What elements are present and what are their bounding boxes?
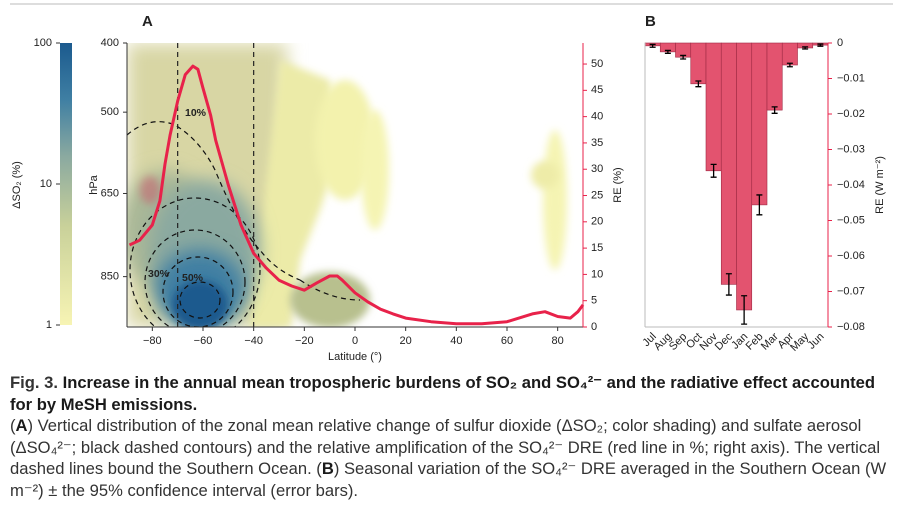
colorbar-label: ΔSO₂ (%) (11, 161, 23, 209)
y2-tick-label: 20 (591, 216, 603, 228)
caption-title: Increase in the annual mean tropospheric… (10, 373, 875, 414)
x-tick-label: −60 (194, 335, 213, 347)
error-bar (649, 43, 656, 48)
y-axis-label: hPa (88, 174, 100, 194)
error-bar (725, 273, 732, 296)
error-bar (664, 49, 671, 54)
error-bar (741, 295, 748, 325)
panel-label: A (142, 13, 153, 30)
y2-tick-label: 5 (591, 295, 597, 307)
x-tick-label: 20 (400, 335, 412, 347)
error-bar (802, 46, 809, 50)
contour-label: 50% (182, 272, 204, 284)
bar (781, 42, 798, 66)
caption-text: A (15, 416, 28, 435)
x-tick-label: Jun (806, 331, 827, 352)
error-bar (786, 62, 793, 68)
bar (751, 42, 768, 206)
y-tick-label: −0.08 (837, 321, 865, 333)
y-tick-label: 650 (101, 187, 119, 199)
y2-tick-label: 45 (591, 84, 603, 96)
error-bar (680, 54, 687, 60)
y2-tick-label: 25 (591, 189, 603, 201)
y2-tick-label: 35 (591, 137, 603, 149)
y2-tick-label: 30 (591, 163, 603, 175)
colorbar (60, 43, 72, 325)
y-tick-label: −0.03 (837, 143, 865, 155)
x-tick-label: −20 (295, 335, 314, 347)
y-tick-label: −0.02 (837, 108, 865, 120)
caption-text: ( (10, 416, 16, 435)
y-tick-label: −0.06 (837, 250, 865, 262)
x-axis-label: Latitude (°) (328, 351, 382, 363)
contour-label: 30% (148, 268, 170, 280)
contour-label: 10% (185, 107, 207, 119)
y-tick-label: −0.04 (837, 179, 865, 191)
x-tick-label: 0 (352, 335, 358, 347)
y-tick-label: 400 (101, 37, 119, 49)
caption-text: ) Seasonal variation of the SO₄²⁻ DRE av… (10, 459, 887, 500)
caption-text: B (321, 459, 334, 478)
colorbar-tick-label: 1 (46, 319, 52, 331)
colorbar-tick-label: 10 (40, 178, 52, 190)
y-tick-label: 0 (837, 37, 843, 49)
bar (705, 42, 722, 172)
y2-tick-label: 10 (591, 268, 603, 280)
y2-tick-label: 40 (591, 111, 603, 123)
panel-label: B (645, 13, 656, 30)
y-tick-label: 500 (101, 106, 119, 118)
y-tick-label: −0.01 (837, 72, 865, 84)
error-bar (771, 106, 778, 114)
error-bar (817, 43, 824, 47)
y-tick-label: −0.05 (837, 214, 865, 226)
y-tick-label: 850 (101, 271, 119, 283)
y2-tick-label: 50 (591, 58, 603, 70)
colorbar-tick-label: 100 (34, 37, 52, 49)
x-tick-label: 60 (501, 335, 513, 347)
caption-text: ) Vertical distribution of the zonal mea… (10, 416, 881, 478)
caption-body: (A) Vertical distribution of the zonal m… (10, 416, 886, 500)
y-axis-label: RE (W m⁻²) (874, 156, 886, 214)
x-tick-label: −40 (244, 335, 263, 347)
x-tick-label: −80 (143, 335, 162, 347)
y2-axis-label: RE (%) (612, 167, 624, 202)
bar (720, 42, 737, 285)
bar (736, 42, 753, 311)
chart: A B 10%30% 50%−80 −60 −40 −20 0 20 40 60 80400500… (10, 3, 893, 363)
x-tick-label: 80 (552, 335, 564, 347)
x-tick-label: 40 (450, 335, 462, 347)
error-bar (710, 163, 717, 178)
data-line (128, 64, 585, 326)
shading (127, 43, 567, 327)
caption-label: Fig. 3. (10, 373, 58, 392)
y2-tick-label: 15 (591, 242, 603, 254)
error-bar (695, 80, 702, 88)
bar (766, 42, 783, 111)
bar (690, 42, 707, 85)
y-tick-label: −0.07 (837, 285, 865, 297)
y2-tick-label: 0 (591, 321, 597, 333)
caption: Fig. 3. Increase in the annual mean trop… (10, 372, 890, 501)
error-bar (756, 194, 763, 216)
